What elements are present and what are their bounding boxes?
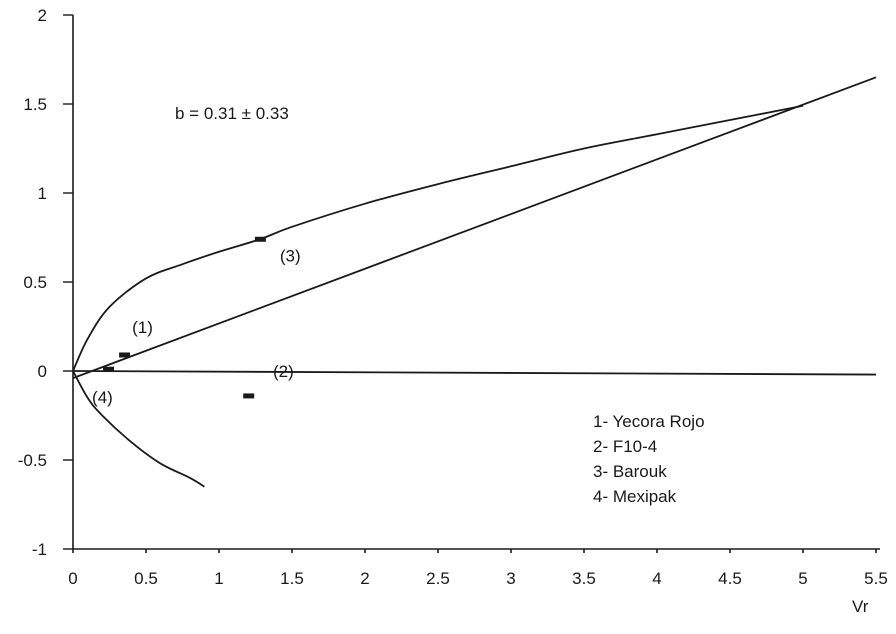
y-tick-label: 1.5 — [23, 95, 47, 114]
fit-annotation: b = 0.31 ± 0.33 — [175, 104, 289, 123]
x-tick-label: 4 — [652, 569, 661, 588]
legend-item: 2- F10-4 — [593, 437, 657, 456]
legend-item: 1- Yecora Rojo — [593, 412, 705, 431]
data-points — [103, 236, 266, 399]
data-point — [119, 352, 131, 358]
x-tick-label: 2.5 — [426, 569, 450, 588]
fitted-line-curve — [72, 76, 877, 379]
x-tick-label: 0 — [68, 569, 77, 588]
x-tick-label: 0.5 — [134, 569, 158, 588]
data-point — [103, 366, 115, 372]
point-label: (3) — [280, 246, 301, 265]
curves — [72, 76, 877, 488]
y-tick-label: 2 — [38, 6, 47, 25]
legend: 1- Yecora Rojo 2- F10-4 3- Barouk 4- Mexipa… — [593, 412, 705, 506]
data-point — [243, 393, 255, 399]
x-tick-label: 5.5 — [864, 569, 888, 588]
x-tick-label: 1 — [214, 569, 223, 588]
data-point — [254, 236, 266, 242]
zero-line-curve — [72, 370, 877, 376]
x-tick-label: 4.5 — [718, 569, 742, 588]
y-tick-label: -0.5 — [18, 451, 47, 470]
y-tick-label: 1 — [38, 184, 47, 203]
legend-item: 4- Mexipak — [593, 487, 677, 506]
point-labels: (1) (2) (3) (4) — [92, 246, 301, 407]
point-label: (4) — [92, 388, 113, 407]
x-tick-label: 1.5 — [280, 569, 304, 588]
y-tick-label: -1 — [32, 540, 47, 559]
point-label: (2) — [273, 362, 294, 381]
x-tick-label: 2 — [360, 569, 369, 588]
point-label: (1) — [132, 318, 153, 337]
upper-band-curve — [72, 104, 804, 372]
y-tick-label: 0 — [38, 362, 47, 381]
x-tick-label: 5 — [798, 569, 807, 588]
lower-band-curve — [72, 370, 205, 488]
legend-item: 3- Barouk — [593, 462, 667, 481]
axes: -1 -0.5 0 0.5 1 1.5 2 0 0.5 1 1.5 2 2.5 3 3.5 4 4.5 5 5.5 — [18, 6, 888, 588]
y-tick-label: 0.5 — [23, 273, 47, 292]
x-tick-label: 3.5 — [572, 569, 596, 588]
x-axis-label: Vr — [852, 597, 869, 616]
x-tick-label: 3 — [506, 569, 515, 588]
